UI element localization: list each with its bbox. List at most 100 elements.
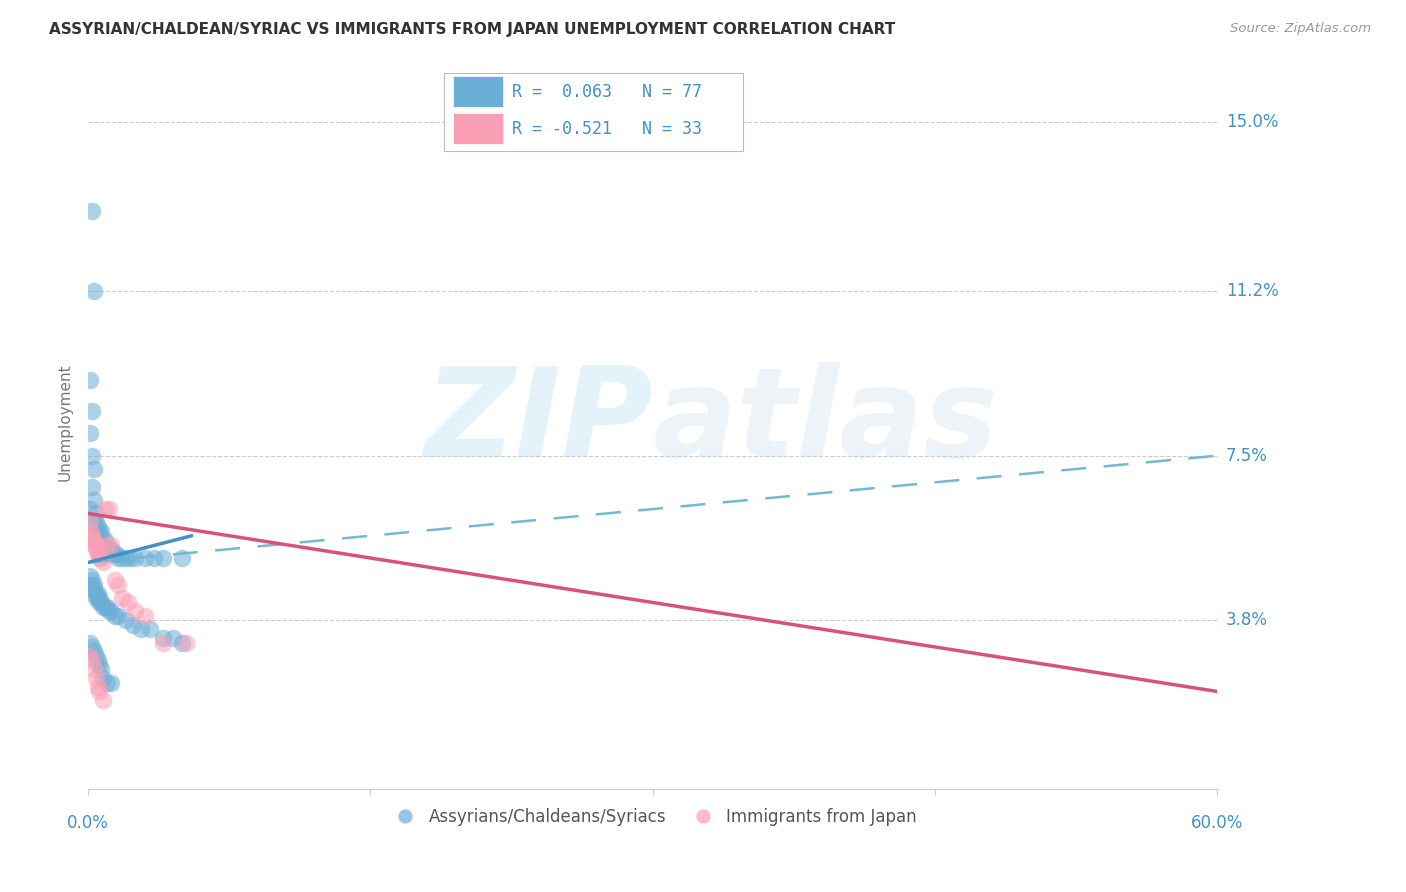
Point [83, 516, 105, 530]
Point [84, 524, 107, 539]
Point [90, 595, 112, 609]
Point [129, 622, 152, 636]
Point [83, 644, 105, 658]
Point [79, 516, 101, 530]
Point [101, 547, 124, 561]
Point [124, 604, 146, 618]
Point [79, 569, 101, 583]
Text: 60.0%: 60.0% [1191, 814, 1244, 832]
Point [103, 608, 125, 623]
Text: ZIP: ZIP [425, 362, 652, 483]
Point [84, 516, 107, 530]
Point [80, 582, 103, 596]
Point [86, 680, 108, 694]
Point [134, 551, 156, 566]
Point [84, 648, 107, 663]
Point [139, 622, 162, 636]
Point [152, 635, 174, 649]
Text: 15.0%: 15.0% [1226, 113, 1278, 131]
Point [94, 599, 117, 614]
Point [83, 462, 105, 476]
Point [86, 529, 108, 543]
Y-axis label: Unemployment: Unemployment [58, 363, 72, 481]
Point [174, 635, 197, 649]
Point [80, 640, 103, 654]
FancyBboxPatch shape [453, 77, 502, 107]
Point [86, 591, 108, 605]
Point [89, 547, 111, 561]
Point [80, 533, 103, 548]
Point [79, 648, 101, 663]
Point [91, 671, 114, 685]
Text: ASSYRIAN/CHALDEAN/SYRIAC VS IMMIGRANTS FROM JAPAN UNEMPLOYMENT CORRELATION CHART: ASSYRIAN/CHALDEAN/SYRIAC VS IMMIGRANTS F… [49, 22, 896, 37]
Point [152, 631, 174, 645]
Point [86, 547, 108, 561]
Point [86, 586, 108, 600]
Point [103, 547, 125, 561]
Text: R =  0.063: R = 0.063 [512, 83, 612, 101]
Point [89, 657, 111, 672]
Point [91, 533, 114, 548]
Point [107, 608, 129, 623]
Point [80, 404, 103, 418]
Point [96, 538, 118, 552]
Point [97, 502, 120, 516]
Point [86, 653, 108, 667]
Point [100, 538, 122, 552]
Point [79, 373, 101, 387]
Point [86, 542, 108, 557]
Point [91, 599, 114, 614]
Point [90, 538, 112, 552]
Point [105, 547, 128, 561]
Point [80, 574, 103, 588]
Text: 11.2%: 11.2% [1226, 282, 1278, 300]
Point [80, 203, 103, 218]
Point [96, 675, 118, 690]
Point [84, 507, 107, 521]
Point [103, 574, 125, 588]
Point [162, 631, 184, 645]
Point [114, 613, 136, 627]
Point [79, 426, 101, 441]
Point [107, 551, 129, 566]
Point [80, 529, 103, 543]
FancyBboxPatch shape [453, 113, 502, 144]
Point [172, 635, 194, 649]
Text: atlas: atlas [652, 362, 998, 483]
Point [83, 538, 105, 552]
Text: N = 33: N = 33 [641, 120, 702, 137]
Point [172, 551, 194, 566]
Point [84, 671, 107, 685]
Point [118, 551, 141, 566]
Text: 3.8%: 3.8% [1226, 611, 1268, 629]
Point [111, 591, 134, 605]
FancyBboxPatch shape [444, 73, 744, 151]
Point [90, 524, 112, 539]
Point [83, 533, 105, 548]
Point [80, 653, 103, 667]
Point [86, 520, 108, 534]
Point [83, 577, 105, 591]
Point [83, 662, 105, 676]
Point [91, 693, 114, 707]
Text: N = 77: N = 77 [641, 83, 702, 101]
Point [94, 542, 117, 557]
Point [96, 542, 118, 557]
Point [89, 529, 111, 543]
Point [83, 284, 105, 298]
Point [90, 551, 112, 566]
Point [100, 604, 122, 618]
Point [94, 502, 117, 516]
Point [89, 595, 111, 609]
Legend: Assyrians/Chaldeans/Syriacs, Immigrants from Japan: Assyrians/Chaldeans/Syriacs, Immigrants … [382, 801, 924, 832]
Point [80, 480, 103, 494]
Point [134, 608, 156, 623]
Point [83, 493, 105, 508]
Point [91, 556, 114, 570]
Point [114, 551, 136, 566]
Point [79, 502, 101, 516]
Point [83, 582, 105, 596]
Text: R = -0.521: R = -0.521 [512, 120, 612, 137]
Text: Source: ZipAtlas.com: Source: ZipAtlas.com [1230, 22, 1371, 36]
Point [96, 547, 118, 561]
